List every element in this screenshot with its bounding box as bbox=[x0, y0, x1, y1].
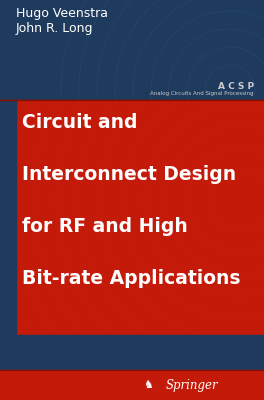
Text: Springer: Springer bbox=[166, 378, 218, 392]
Text: A C S P: A C S P bbox=[218, 82, 254, 91]
Text: John R. Long: John R. Long bbox=[16, 22, 93, 35]
Text: Analog Circuits And Signal Processing: Analog Circuits And Signal Processing bbox=[150, 91, 254, 96]
Bar bbox=[0, 370, 264, 400]
Text: for RF and High: for RF and High bbox=[22, 217, 188, 236]
Bar bbox=[0, 335, 264, 400]
Bar bbox=[0, 100, 16, 335]
Text: ♞: ♞ bbox=[143, 380, 153, 390]
Text: Hugo Veenstra: Hugo Veenstra bbox=[16, 7, 108, 20]
Text: Bit-rate Applications: Bit-rate Applications bbox=[22, 269, 241, 288]
Text: Interconnect Design: Interconnect Design bbox=[22, 165, 236, 184]
Text: Circuit and: Circuit and bbox=[22, 113, 138, 132]
Bar bbox=[0, 100, 264, 335]
